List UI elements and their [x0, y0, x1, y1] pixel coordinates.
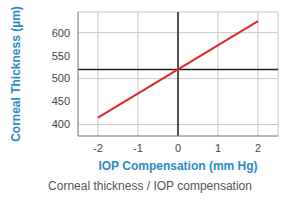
svg-text:IOP Compensation (mm Hg): IOP Compensation (mm Hg) [98, 159, 257, 173]
svg-text:400: 400 [52, 118, 70, 130]
svg-text:550: 550 [52, 50, 70, 62]
svg-text:Corneal Thickness (µm): Corneal Thickness (µm) [9, 6, 23, 142]
svg-text:-2: -2 [93, 142, 103, 154]
svg-text:-1: -1 [133, 142, 143, 154]
svg-text:500: 500 [52, 72, 70, 84]
svg-text:2: 2 [255, 142, 261, 154]
svg-text:0: 0 [175, 142, 181, 154]
svg-text:450: 450 [52, 95, 70, 107]
html-text:Corneal thickness / IOP compen: Corneal thickness / IOP compensation [48, 179, 252, 193]
svg-text:1: 1 [215, 142, 221, 154]
svg-text:600: 600 [52, 27, 70, 39]
